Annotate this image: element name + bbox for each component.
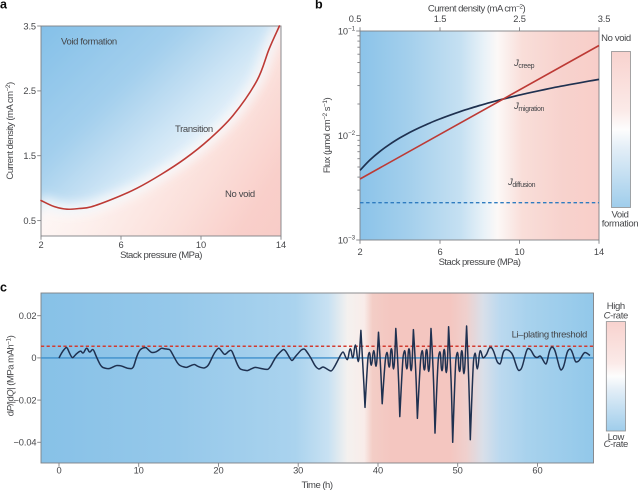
svg-text:Void: Void [611,210,628,221]
svg-text:30: 30 [293,466,303,476]
svg-text:dP/|dQ| (MPa mAh−1): dP/|dQ| (MPa mAh−1) [5,335,16,416]
svg-text:−0.02: −0.02 [13,395,36,405]
svg-text:10: 10 [196,240,206,250]
svg-text:Flux (µmol cm−2 s−1): Flux (µmol cm−2 s−1) [322,98,333,174]
svg-text:14: 14 [594,247,604,257]
svg-text:No void: No void [601,33,631,44]
svg-text:b: b [315,0,323,12]
svg-text:2: 2 [357,247,362,257]
svg-text:C-rate: C-rate [604,439,628,450]
svg-text:10−3: 10−3 [338,235,356,246]
svg-text:2.5: 2.5 [513,14,526,24]
svg-text:1.5: 1.5 [23,151,36,161]
svg-text:Low: Low [608,432,625,443]
svg-text:C-rate: C-rate [604,310,628,321]
svg-text:3.5: 3.5 [598,14,611,24]
svg-text:2.5: 2.5 [23,86,36,96]
svg-text:Current density (mA cm−2): Current density (mA cm−2) [5,82,16,180]
svg-text:40: 40 [373,466,383,476]
svg-text:50: 50 [453,466,463,476]
svg-text:−0.04: −0.04 [13,438,36,448]
svg-text:Li–plating threshold: Li–plating threshold [512,330,587,341]
svg-text:60: 60 [532,466,542,476]
svg-text:0: 0 [31,353,36,363]
svg-text:No void: No void [225,189,255,200]
svg-text:c: c [0,281,7,295]
svg-text:Current density (mA cm−2): Current density (mA cm−2) [428,3,526,14]
svg-text:6: 6 [437,247,442,257]
svg-text:0.5: 0.5 [349,14,362,24]
svg-text:High: High [607,301,625,312]
svg-text:2: 2 [38,240,43,250]
svg-text:3.5: 3.5 [23,21,36,31]
svg-text:Transition: Transition [175,124,213,135]
svg-text:formation: formation [602,219,639,230]
svg-text:10: 10 [134,466,144,476]
svg-text:Void formation: Void formation [61,37,117,48]
svg-text:0: 0 [56,466,61,476]
svg-text:Stack pressure (MPa): Stack pressure (MPa) [120,250,202,261]
svg-text:10−1: 10−1 [338,26,356,37]
svg-text:a: a [0,0,8,12]
svg-text:10: 10 [514,247,524,257]
svg-text:10−2: 10−2 [338,130,356,141]
svg-text:14: 14 [276,240,286,250]
svg-text:6: 6 [118,240,123,250]
svg-text:0.02: 0.02 [19,311,37,321]
svg-text:Stack pressure (MPa): Stack pressure (MPa) [439,257,521,268]
svg-text:0.5: 0.5 [23,216,36,226]
svg-text:20: 20 [213,466,223,476]
svg-text:1.5: 1.5 [434,14,447,24]
svg-text:Time (h): Time (h) [301,480,332,490]
